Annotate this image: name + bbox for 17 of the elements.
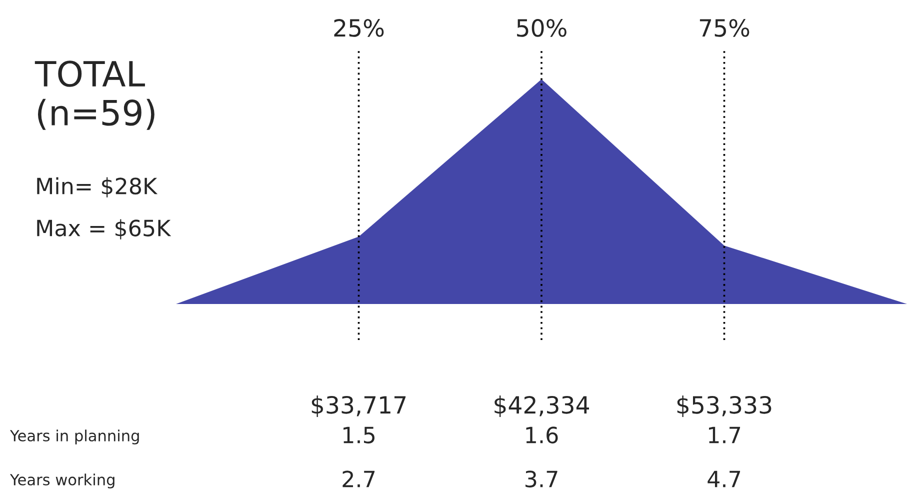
text: 1.5 bbox=[344, 426, 374, 444]
x-tick-label: $33,717 bbox=[312, 396, 406, 417]
text: 75% bbox=[700, 18, 750, 37]
text: Years in planning bbox=[10, 430, 139, 444]
annotation: Min= $28K bbox=[37, 177, 158, 198]
text: 25% bbox=[334, 18, 384, 37]
text: 50% bbox=[517, 18, 566, 37]
x-tick-label: $42,334 bbox=[494, 396, 589, 417]
text: 1.6 bbox=[526, 426, 558, 444]
annotation: Max = $65K bbox=[37, 219, 172, 240]
text: 3.7 bbox=[526, 470, 558, 488]
text: 2.7 bbox=[342, 470, 375, 488]
text: 1.7 bbox=[709, 426, 740, 444]
text: Years working bbox=[10, 474, 114, 488]
chart-title: TOTAL (n=59) bbox=[34, 60, 154, 130]
text: 4.7 bbox=[708, 470, 740, 488]
x-tick-label: $53,333 bbox=[677, 396, 772, 417]
